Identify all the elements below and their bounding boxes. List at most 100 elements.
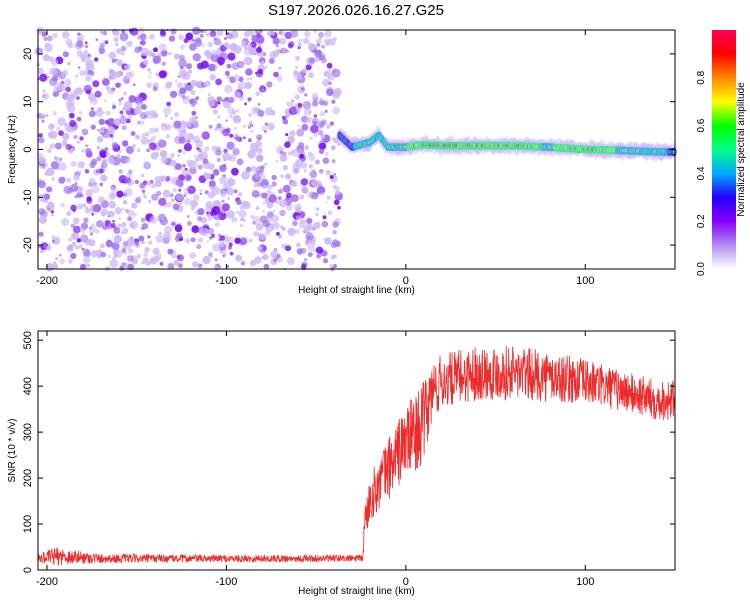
noise-speck [311, 192, 319, 200]
spectrogram-y-ticks: -20 -10 0 10 20 [22, 48, 675, 253]
noise-speck [295, 242, 301, 248]
noise-speck [175, 193, 184, 202]
noise-speck [70, 204, 77, 211]
noise-speck [328, 81, 332, 85]
noise-speck [96, 128, 100, 132]
noise-speck [214, 221, 221, 227]
noise-speck [275, 44, 279, 48]
noise-speck [178, 188, 182, 192]
x-tick-label: -200 [36, 576, 58, 588]
noise-speck [193, 194, 200, 201]
noise-speck [42, 89, 46, 93]
spectrogram-x-ticks: -200 -100 0 100 [36, 30, 594, 287]
noise-speck [325, 169, 331, 176]
noise-speck [237, 191, 243, 197]
noise-speck [188, 69, 193, 74]
y-tick-label: 300 [22, 423, 34, 441]
noise-speck [221, 210, 225, 214]
noise-speck [62, 31, 70, 39]
noise-speck [140, 173, 145, 178]
noise-speck [277, 196, 282, 201]
noise-speck [71, 233, 75, 238]
noise-speck [326, 62, 333, 69]
noise-speck [214, 265, 220, 272]
noise-speck [86, 197, 93, 204]
snr-y-label: SNR (10 * v/v) [7, 419, 18, 483]
noise-speck [256, 32, 262, 38]
noise-speck [222, 254, 226, 258]
noise-speck [240, 261, 246, 266]
noise-speck [248, 43, 253, 48]
noise-speck [181, 167, 190, 176]
noise-speck [201, 44, 205, 47]
noise-speck [120, 50, 126, 56]
noise-speck [174, 224, 183, 233]
noise-speck [51, 236, 61, 245]
noise-speck [109, 259, 119, 268]
noise-speck [272, 222, 280, 230]
noise-speck [247, 149, 256, 159]
noise-speck [233, 115, 240, 123]
noise-speck [200, 227, 209, 237]
noise-speck [105, 152, 110, 156]
noise-speck [273, 71, 279, 78]
noise-speck [279, 150, 283, 154]
noise-speck [287, 257, 295, 265]
noise-speck [246, 77, 250, 81]
noise-speck [304, 240, 310, 246]
noise-speck [195, 140, 203, 148]
noise-speck [295, 159, 303, 168]
noise-speck [197, 208, 205, 216]
noise-speck [182, 150, 187, 155]
noise-speck [77, 34, 85, 41]
noise-speck [192, 261, 199, 268]
noise-speck [195, 157, 200, 162]
noise-speck [67, 94, 75, 102]
noise-speck [96, 156, 102, 162]
noise-speck [208, 93, 211, 96]
noise-speck [299, 194, 305, 200]
noise-speck [297, 42, 303, 48]
noise-speck [132, 212, 138, 217]
noise-speck [162, 189, 171, 198]
noise-speck [182, 164, 186, 168]
noise-region [34, 26, 344, 272]
noise-speck [299, 76, 302, 80]
noise-speck [264, 107, 274, 116]
noise-speck [231, 216, 238, 223]
noise-speck [266, 223, 269, 226]
noise-speck [76, 40, 84, 48]
noise-speck [129, 222, 136, 229]
noise-speck [111, 141, 119, 149]
noise-speck [164, 225, 173, 234]
noise-speck [118, 150, 122, 154]
noise-speck [121, 208, 125, 211]
noise-speck [279, 209, 286, 217]
noise-speck [101, 212, 105, 217]
noise-speck [189, 252, 196, 259]
noise-speck [149, 257, 157, 265]
noise-speck [152, 55, 162, 64]
noise-speck [304, 145, 310, 151]
noise-speck [231, 167, 239, 176]
noise-speck [223, 36, 228, 41]
noise-speck [307, 153, 316, 162]
noise-speck [333, 199, 340, 206]
noise-speck [226, 210, 235, 219]
y-tick-label: -10 [22, 189, 34, 205]
colorbar-gradient [712, 30, 736, 269]
noise-speck [208, 124, 213, 129]
noise-speck [295, 65, 299, 70]
noise-speck [331, 145, 336, 151]
noise-speck [90, 250, 99, 258]
noise-speck [297, 102, 303, 108]
noise-speck [278, 30, 285, 37]
noise-speck [253, 231, 259, 237]
noise-speck [99, 150, 108, 159]
noise-speck [143, 252, 149, 257]
noise-speck [184, 197, 192, 206]
noise-speck [47, 148, 52, 153]
noise-speck [159, 30, 167, 37]
noise-speck [83, 50, 88, 55]
noise-speck [94, 90, 102, 98]
